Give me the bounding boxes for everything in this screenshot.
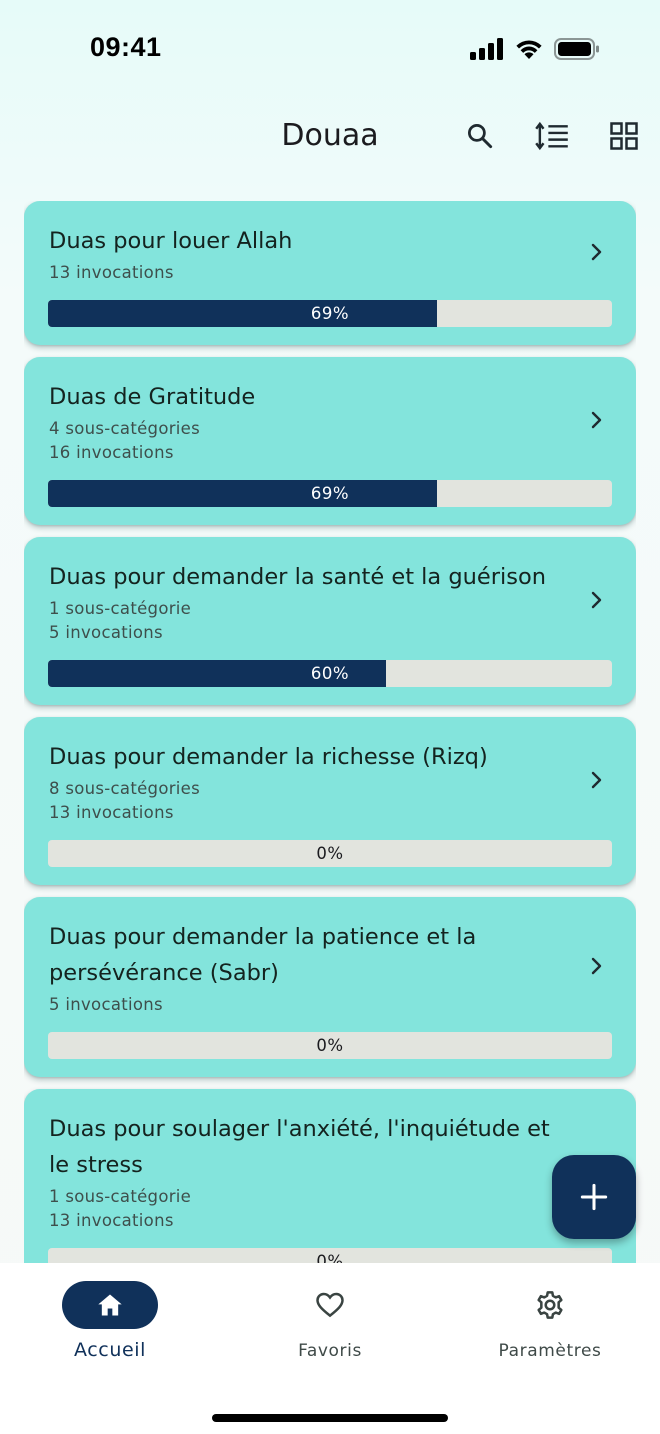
sort-icon [535,121,568,151]
category-card[interactable]: Duas pour soulager l'anxiété, l'inquiétu… [24,1089,636,1263]
progress-fill [48,480,438,507]
wifi-icon [516,40,542,59]
category-card[interactable]: Duas de Gratitude 4 sous-catégories 16 i… [24,357,636,525]
heart-icon [316,1292,344,1318]
category-card[interactable]: Duas pour demander la richesse (Rizq) 8 … [24,717,636,885]
status-icons [470,36,600,62]
app-header: Douaa [0,100,660,176]
nav-item-favorites[interactable]: Favoris [220,1281,440,1371]
nav-active-indicator [62,1281,158,1329]
grid-view-icon [610,122,638,150]
progress-bar: 60% [48,660,612,687]
category-subcategory-count: 4 sous-catégories [49,419,201,438]
category-title: Duas pour soulager l'anxiété, l'inquiétu… [49,1116,550,1178]
add-button[interactable] [552,1155,636,1239]
nav-label-favorites: Favoris [298,1341,362,1361]
bottom-navigation: Accueil Favoris Paramètres [0,1263,660,1434]
progress-label: 0% [316,844,344,863]
nav-label-settings: Paramètres [498,1341,602,1361]
category-invocation-count: 13 invocations [49,1211,174,1230]
progress-fill [48,300,438,327]
category-title: Duas pour louer Allah [49,228,293,254]
chevron-right-icon [591,591,602,609]
category-title: Duas pour demander la richesse (Rizq) [49,744,488,770]
category-subcategory-count: 1 sous-catégorie [49,1187,192,1206]
category-subcategory-count: 8 sous-catégories [49,779,201,798]
nav-item-settings[interactable]: Paramètres [440,1281,660,1371]
search-button[interactable] [460,116,500,156]
progress-label: 0% [316,1036,344,1055]
battery-icon [554,38,599,60]
category-title: Duas pour demander la patience et la per… [49,924,477,986]
cellular-signal-icon [470,38,503,60]
chevron-right-icon [591,957,602,975]
category-invocation-count: 16 invocations [49,443,174,462]
category-card[interactable]: Duas pour demander la santé et la guéris… [24,537,636,705]
page-title: Douaa [281,118,379,153]
status-time: 09:41 [90,32,162,62]
grid-view-button[interactable] [604,116,644,156]
nav-item-home[interactable]: Accueil [0,1281,220,1371]
progress-fill [48,660,387,687]
search-icon [468,124,493,149]
category-card[interactable]: Duas pour louer Allah 13 invocations 69% [24,201,636,345]
progress-bar: 0% [48,840,612,867]
home-indicator [212,1414,448,1422]
chevron-right-icon [591,243,602,261]
nav-label-home: Accueil [73,1339,147,1361]
category-card[interactable]: Duas pour demander la patience et la per… [24,897,636,1077]
progress-label: 69% [310,304,350,323]
home-icon [98,1294,122,1316]
sort-button[interactable] [532,116,572,156]
category-title: Duas pour demander la santé et la guéris… [49,564,546,590]
progress-bar: 69% [48,480,612,507]
category-invocation-count: 5 invocations [49,995,163,1014]
progress-bar: 0% [48,1032,612,1059]
progress-bar: 69% [48,300,612,327]
gear-icon [537,1291,563,1319]
category-subcategory-count: 1 sous-catégorie [49,599,192,618]
chevron-right-icon [591,771,602,789]
nav-icon-wrap [502,1281,598,1329]
progress-label: 69% [310,484,350,503]
category-invocation-count: 5 invocations [49,623,163,642]
plus-icon [580,1183,608,1211]
progress-label: 60% [310,664,350,683]
chevron-right-icon [591,411,602,429]
category-list[interactable]: Duas pour louer Allah 13 invocations 69%… [24,201,636,1263]
progress-bar: 0% [48,1248,612,1263]
status-bar: 09:41 [0,0,660,96]
progress-label: 0% [316,1252,344,1263]
category-title: Duas de Gratitude [49,384,256,410]
category-invocation-count: 13 invocations [49,263,174,282]
nav-icon-wrap [282,1281,378,1329]
category-invocation-count: 13 invocations [49,803,174,822]
